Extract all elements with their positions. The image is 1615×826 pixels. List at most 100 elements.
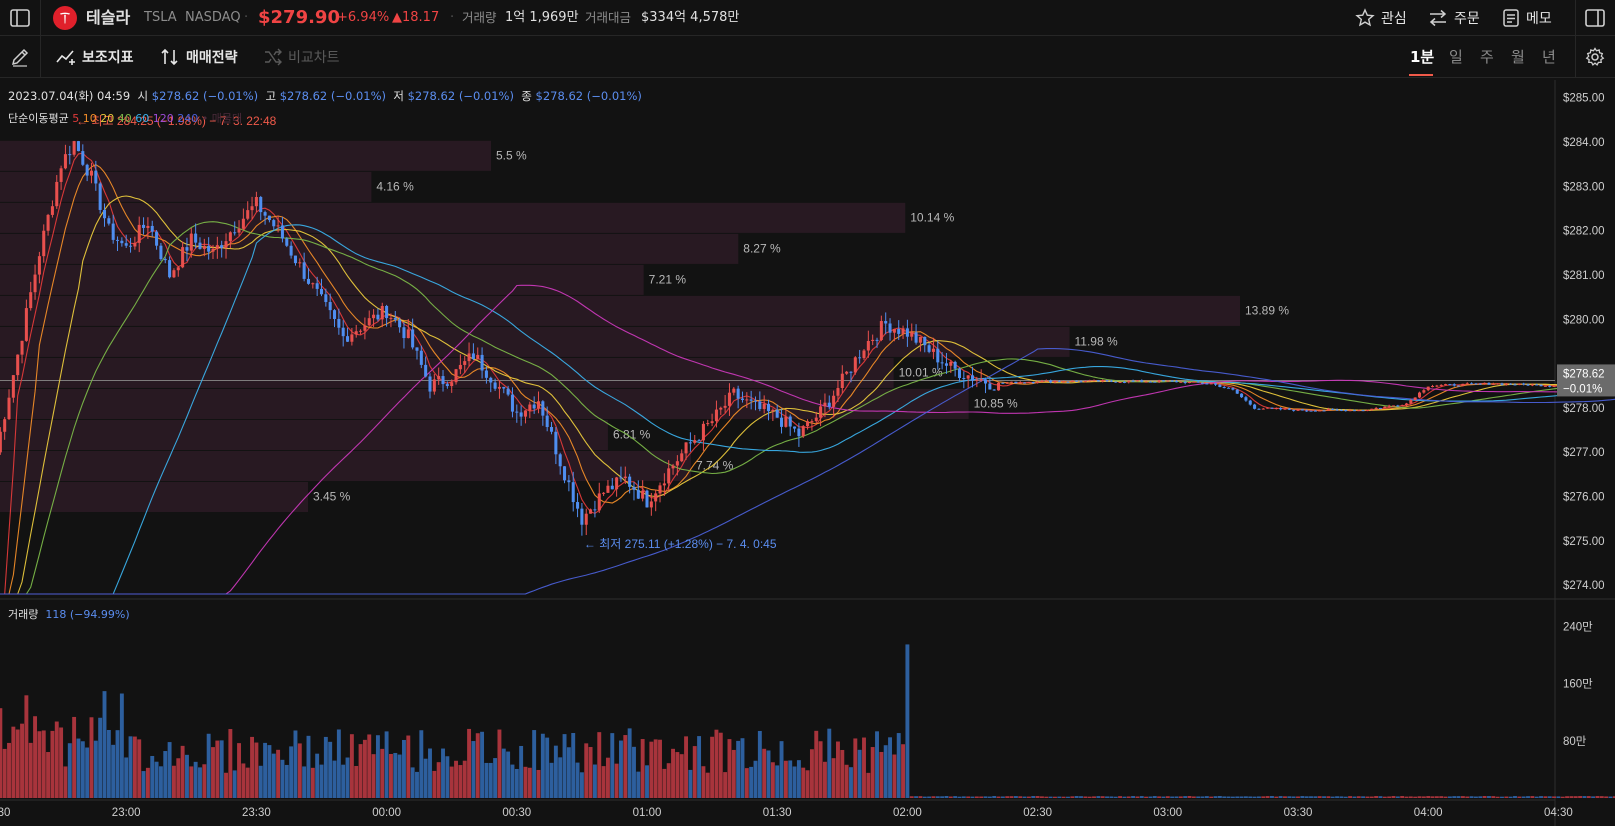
volume-bar — [953, 796, 958, 798]
candle-body — [979, 379, 983, 381]
volume-profile-toggle[interactable]: • 매물대 — [201, 112, 243, 125]
candle-body — [1452, 384, 1456, 386]
volume-bar — [1079, 796, 1083, 798]
current-price-tag — [1557, 364, 1615, 397]
volume-bar — [653, 739, 658, 798]
volume-bar — [957, 796, 962, 798]
candle-body — [879, 321, 883, 340]
volume-bar — [1018, 796, 1023, 798]
volume-bar — [189, 766, 194, 798]
period-day[interactable]: 일 — [1449, 48, 1463, 66]
volume-bar — [1070, 796, 1075, 798]
candle-body — [16, 354, 20, 376]
volume-bar — [1035, 796, 1040, 798]
volume-bar — [1217, 796, 1222, 798]
right-panel-toggle-icon[interactable] — [1575, 0, 1615, 35]
volume-bar — [1213, 796, 1218, 798]
candle-body — [246, 210, 250, 219]
volume-bar — [263, 742, 268, 798]
strategy-button[interactable]: 매매전략 — [160, 36, 238, 78]
memo-label: 메모 — [1526, 11, 1552, 27]
volume-bar — [480, 731, 485, 798]
stock-name: 테슬라 — [86, 8, 131, 27]
volume-bar — [1439, 796, 1444, 798]
volume-bar — [297, 743, 302, 798]
ticker: TSLA — [144, 10, 177, 25]
candle-body — [884, 321, 888, 324]
sidebar-toggle-icon[interactable] — [0, 0, 40, 35]
candle-body — [749, 399, 753, 401]
candle-body — [50, 206, 54, 215]
volume-bar — [323, 736, 328, 798]
volume-bar — [623, 735, 628, 798]
volume-bar — [1395, 796, 1400, 798]
volume-profile-label: 10.14 % — [910, 210, 954, 224]
volume-bar — [701, 766, 706, 798]
volume-bar — [1482, 796, 1487, 798]
volume-bar — [237, 743, 241, 798]
candle-body — [1205, 383, 1209, 385]
candle-body — [1344, 410, 1348, 412]
candle-body — [1057, 381, 1061, 383]
candle-body — [1070, 380, 1074, 382]
close-label: 종 — [521, 89, 532, 103]
y-axis-tick-label: $280.00 — [1563, 314, 1605, 326]
volume-bar — [1087, 796, 1092, 798]
candle-body — [623, 476, 627, 479]
compare-chart-button[interactable]: 비교차트 — [264, 36, 340, 78]
candle-body — [306, 278, 310, 284]
volume-bar — [245, 767, 250, 798]
y-axis-tick-label: $281.00 — [1563, 270, 1605, 282]
volume-bar — [697, 736, 702, 798]
candle-body — [367, 318, 371, 326]
candle-body — [593, 509, 597, 511]
candle-body — [129, 245, 133, 247]
amount-label: 거래대금 — [585, 10, 632, 25]
volume-bar — [428, 748, 432, 798]
order-button[interactable]: 주문 — [1428, 0, 1480, 36]
candle-body — [558, 454, 562, 467]
volume-legend: 거래량 118 (−94.99%) — [8, 606, 130, 622]
volume-bar — [510, 764, 515, 798]
indicator-button[interactable]: 보조지표 — [56, 36, 134, 78]
candle-body — [1001, 382, 1005, 384]
candle-body — [1543, 385, 1547, 387]
amount-value: $334억 4,578만 — [641, 10, 740, 25]
candle-body — [1470, 383, 1474, 385]
volume-bar — [1148, 796, 1153, 798]
volume-bar — [744, 768, 749, 798]
period-week[interactable]: 주 — [1480, 48, 1494, 66]
volume-bar — [718, 732, 723, 798]
settings-gear-icon[interactable] — [1575, 36, 1615, 77]
candle-body — [1201, 382, 1205, 384]
volume-bar — [740, 738, 745, 798]
volume-bar — [1309, 796, 1313, 798]
volume-bar — [1009, 796, 1014, 798]
memo-button[interactable]: 메모 — [1502, 0, 1552, 36]
candle-body — [146, 225, 150, 228]
drawing-tool-icon[interactable] — [0, 36, 40, 77]
ma-240: 240 — [177, 112, 199, 125]
candle-body — [155, 231, 159, 246]
volume-bar — [1317, 796, 1322, 798]
candle-body — [827, 402, 831, 407]
period-month[interactable]: 월 — [1511, 48, 1525, 66]
volume-bar — [753, 760, 758, 798]
period-year[interactable]: 년 — [1542, 48, 1556, 66]
volume-bar — [1274, 796, 1279, 798]
period-1min[interactable]: 1분 — [1410, 48, 1435, 66]
watchlist-button[interactable]: 관심 — [1355, 0, 1407, 36]
volume-bar — [89, 717, 94, 798]
volume-bar — [918, 796, 923, 798]
candle-body — [984, 379, 988, 384]
volume-bar — [523, 766, 528, 798]
volume-bar — [927, 796, 932, 798]
candle-body — [710, 421, 714, 424]
candle-body — [684, 442, 688, 454]
volume-pane-label: 거래량 — [8, 608, 39, 621]
volume-bar — [76, 738, 81, 798]
volume-bar — [736, 740, 741, 798]
candle-body — [1183, 381, 1187, 384]
volume-value: 1억 1,969만 — [505, 10, 579, 25]
